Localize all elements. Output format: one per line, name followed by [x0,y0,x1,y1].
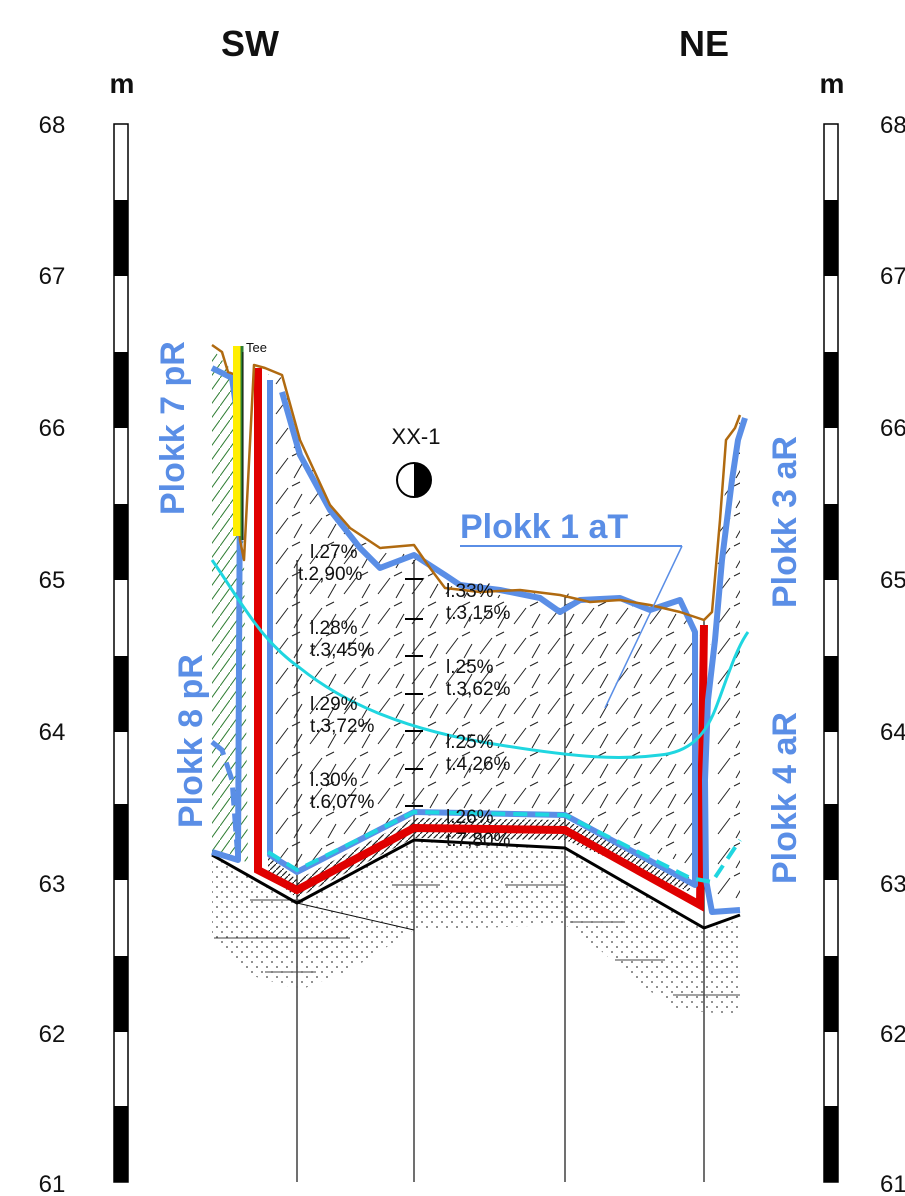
elevation-label: 61 [880,1171,905,1196]
slope-annotations-right: l.33% t.3,15% l.25% t.3,62% l.25% t.4,26… [446,581,511,851]
annotation-l: l.25% [446,657,494,678]
survey-point: XX-1 [392,424,441,498]
block-label-plokk7: Plokk 7 pR [154,341,192,515]
annotation-l: l.29% [310,694,358,715]
brown-surface-line [211,343,742,622]
elevation-label: 63 [39,871,66,898]
direction-right-label: NE [679,23,729,64]
annotation-t: t.3,72% [310,716,375,737]
elevation-label: 61 [39,1171,66,1196]
elevation-labels-right: 68 67 66 65 64 63 62 61 [880,112,905,1196]
elevation-label: 62 [39,1021,66,1048]
annotation-t: t.6,07% [310,792,375,813]
tee-marker: Tee [233,340,267,540]
annotation-t: t.7,80% [446,830,511,851]
elevation-label: 64 [39,719,66,746]
annotation-t: t.3,45% [310,640,375,661]
block-label-plokk4: Plokk 4 aR [766,712,804,884]
blue-boundary-plokk8 [210,740,241,861]
elevation-label: 65 [880,567,905,594]
elevation-label: 63 [880,871,905,898]
annotation-l: l.33% [446,581,494,602]
center-axis-ticks [405,578,423,807]
annotation-l: l.25% [446,732,494,753]
cyan-water-curve [210,559,750,760]
annotation-l: l.30% [310,770,358,791]
direction-left-label: SW [221,23,279,64]
ground-line [211,838,741,930]
annotation-t: t.3,15% [446,603,511,624]
elevation-labels-left: 68 67 66 65 64 63 62 61 [39,112,66,1196]
scale-bar-right [823,123,839,1183]
block-label-plokk1-group: Plokk 1 aT [460,508,683,709]
elevation-label: 68 [39,112,66,139]
elevation-label: 66 [39,415,66,442]
elevation-label: 62 [880,1021,905,1048]
annotation-l: l.26% [446,807,494,828]
block-label-plokk1: Plokk 1 aT [460,508,628,546]
block-label-plokk8: Plokk 8 pR [172,654,210,828]
annotation-t: t.2,90% [298,564,363,585]
slope-annotations-left: l.27% t.2,90% l.28% t.3,45% l.29% t.3,72… [298,542,375,813]
elevation-label: 67 [880,263,905,290]
right-slope-hatch [710,420,740,910]
elevation-label: 68 [880,112,905,139]
block-label-plokk3: Plokk 3 aR [766,436,804,608]
unit-label-right: m [820,68,845,99]
blue-boundary-plokk3 [702,417,748,915]
annotation-t: t.4,26% [446,754,511,775]
annotation-t: t.3,62% [446,679,511,700]
tee-label: Tee [246,340,267,355]
annotation-l: l.28% [310,618,358,639]
subsoil-fill [212,840,740,1015]
cyan-dashed-line [266,809,742,885]
red-structure-line [254,368,708,912]
scale-bar-left [113,123,129,1183]
elevation-label: 66 [880,415,905,442]
survey-point-label: XX-1 [392,424,441,449]
annotation-l: l.27% [310,542,358,563]
fill-body-hatch [268,372,704,870]
blue-boundary-main [267,380,698,888]
unit-label-left: m [110,68,135,99]
elevation-label: 67 [39,263,66,290]
elevation-label: 64 [880,719,905,746]
elevation-label: 65 [39,567,66,594]
